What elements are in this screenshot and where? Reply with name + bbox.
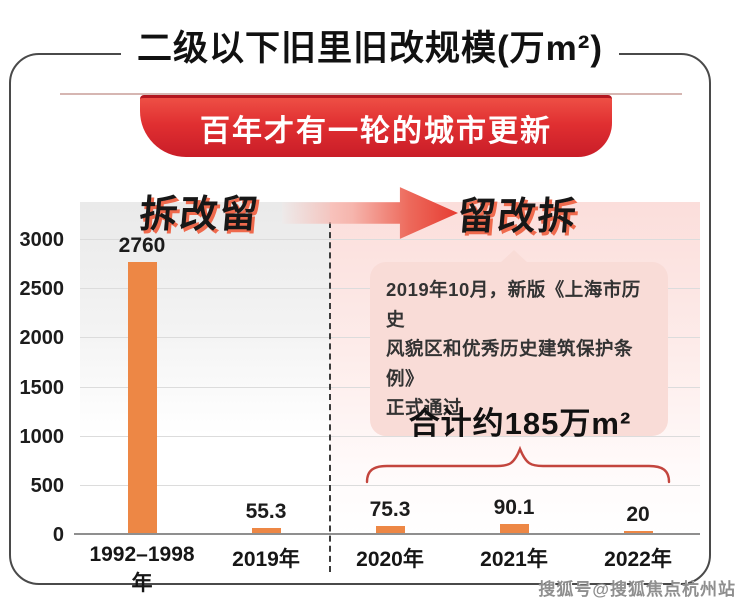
callout-box: 2019年10月，新版《上海市历史 风貌区和优秀历史建筑保护条例》 正式通过 <box>370 250 668 436</box>
y-tick-label: 3000 <box>19 229 65 251</box>
page-title: 二级以下旧里旧改规模(万m²) <box>120 20 620 71</box>
bar <box>499 524 529 533</box>
y-tick-label: 500 <box>30 474 64 497</box>
x-tick-label: 2019年 <box>232 548 300 571</box>
bar-value-label: 20 <box>626 503 650 526</box>
phase-divider-dashed-line <box>329 222 331 572</box>
callout-text: 2019年10月，新版《上海市历史 风貌区和优秀历史建筑保护条例》 正式通过 <box>386 279 641 419</box>
y-axis: 0 500 1000 1500 2000 2500 3000 <box>6 202 72 546</box>
phase-right-label: 留改拆 <box>455 196 580 238</box>
left-period-band <box>80 202 330 535</box>
bar-value-label: 55.3 <box>245 499 287 523</box>
watermark: 搜狐号@搜狐焦点杭州站 <box>538 580 736 599</box>
bar-column: 2760 <box>80 202 204 533</box>
banner: 百年才有一轮的城市更新 <box>140 95 612 157</box>
total-annotation: 合计约185万m² <box>408 406 632 441</box>
y-tick-label: 1500 <box>19 376 65 399</box>
bar-value-label: 75.3 <box>369 497 411 521</box>
x-axis-line <box>74 533 700 535</box>
gridline <box>80 435 700 437</box>
y-tick-label: 1000 <box>19 425 65 448</box>
x-axis: 1992–1998年 2019年 2020年 2021年 2022年 <box>80 543 700 597</box>
x-tick-label: 1992–1998年 <box>89 543 195 595</box>
bar <box>251 527 281 533</box>
x-tick-label: 2021年 <box>480 548 548 571</box>
bar-column: 55.3 <box>204 202 328 533</box>
y-tick-label: 0 <box>52 524 64 546</box>
phase-left-label: 拆改留 <box>137 194 262 236</box>
x-tick-label: 2022年 <box>604 548 672 571</box>
callout-notch <box>500 250 528 263</box>
y-tick-label: 2000 <box>19 327 65 350</box>
bar-column: 75.3 <box>328 202 452 533</box>
curly-brace-icon <box>365 445 671 484</box>
bar-value-label: 90.1 <box>493 496 535 520</box>
title-container: 二级以下旧里旧改规模(万m²) <box>0 20 740 71</box>
bar-column: 20 <box>576 202 700 533</box>
x-tick-label: 2020年 <box>356 548 424 571</box>
bar <box>623 531 653 533</box>
banner-text: 百年才有一轮的城市更新 <box>200 114 552 148</box>
bar-column: 90.1 <box>452 202 576 533</box>
y-tick-label: 2500 <box>19 278 65 301</box>
gridline <box>80 239 700 240</box>
bars-container: 2760 55.3 75.3 90.1 20 <box>80 202 700 533</box>
bar <box>375 525 405 533</box>
ribbon-line <box>60 93 682 95</box>
bar-value-label: 2760 <box>118 233 166 257</box>
gridline <box>80 484 700 486</box>
bar <box>127 261 157 533</box>
